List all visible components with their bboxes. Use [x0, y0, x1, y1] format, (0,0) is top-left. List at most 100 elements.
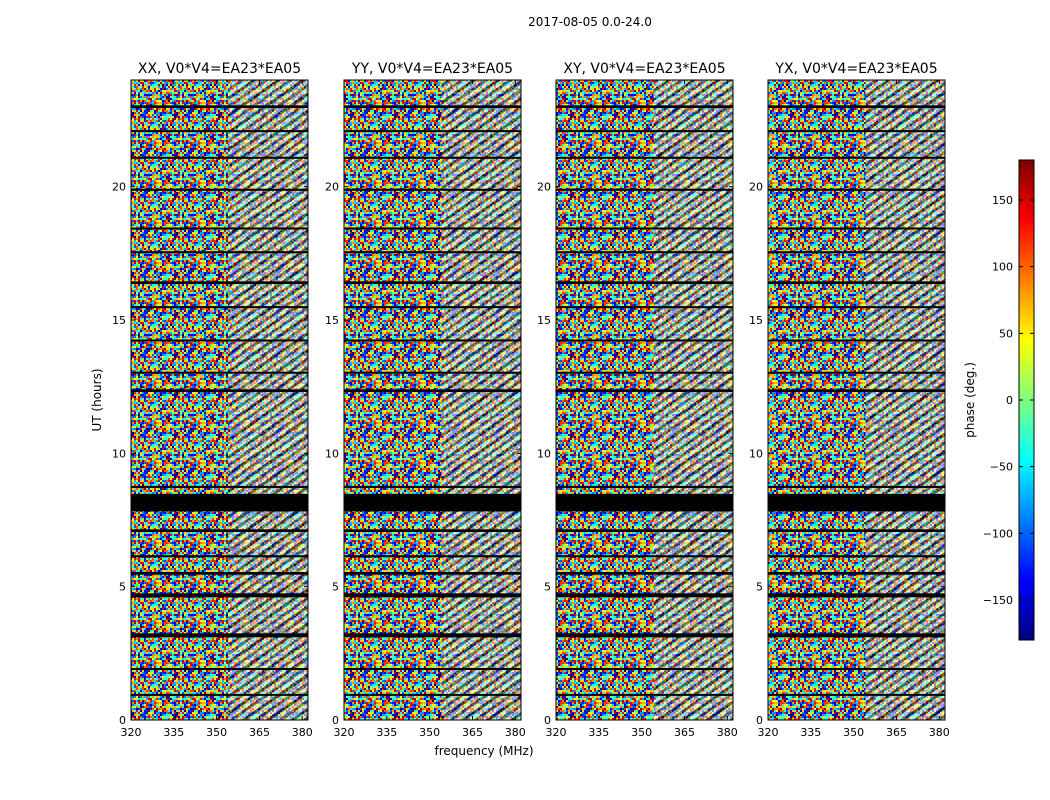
flagged-band	[344, 306, 521, 309]
flagged-band	[556, 493, 733, 512]
flagged-band	[556, 593, 733, 598]
panel: YY, V0*V4=EA23*EA05 320 335 350 365 380 0 5 10 15…	[325, 61, 526, 739]
flagged-band	[131, 572, 308, 575]
flagged-band	[556, 105, 733, 108]
colorbar: −150 −100 −50 0 50 100 150	[983, 159, 1035, 641]
flagged-band	[131, 371, 308, 374]
flagged-band	[131, 493, 308, 512]
flagged-band	[131, 339, 308, 342]
panel-title: YX, V0*V4=EA23*EA05	[774, 61, 937, 77]
x-tick-label: 320	[758, 726, 779, 739]
flagged-band	[131, 105, 308, 108]
y-axis-label: UT (hours)	[90, 368, 104, 431]
y-tick-label: 5	[332, 581, 339, 594]
x-tick-label: 350	[419, 726, 440, 739]
panel: XY, V0*V4=EA23*EA05 320 335 350 365 380 0 5 10 15…	[537, 61, 738, 739]
flagged-band	[768, 389, 945, 392]
flagged-band	[768, 493, 945, 512]
y-tick-label: 5	[544, 581, 551, 594]
flagged-band	[768, 281, 945, 284]
flagged-band	[344, 339, 521, 342]
x-tick-label: 350	[206, 726, 227, 739]
flagged-band	[344, 593, 521, 598]
flagged-band	[768, 188, 945, 191]
flagged-band	[131, 529, 308, 532]
y-tick-label: 20	[325, 181, 339, 194]
flagged-band	[131, 306, 308, 309]
flagged-band	[344, 668, 521, 670]
flagged-band	[131, 633, 308, 638]
flagged-band	[768, 251, 945, 254]
x-tick-label: 350	[631, 726, 652, 739]
flagged-band	[344, 130, 521, 133]
flagged-band	[556, 188, 733, 191]
flagged-band	[556, 339, 733, 342]
flagged-band	[768, 339, 945, 342]
y-tick-label: 20	[537, 181, 551, 194]
flagged-band	[768, 529, 945, 532]
flagged-band	[768, 156, 945, 159]
flagged-band	[556, 572, 733, 575]
flagged-band	[344, 188, 521, 191]
panel-title: XY, V0*V4=EA23*EA05	[563, 61, 725, 77]
flagged-band	[556, 529, 733, 532]
flagged-band	[768, 555, 945, 558]
flagged-band	[556, 668, 733, 670]
flagged-band	[131, 156, 308, 159]
flagged-band	[131, 555, 308, 558]
y-tick-label: 10	[325, 447, 339, 460]
flagged-band	[344, 529, 521, 532]
flagged-band	[768, 105, 945, 108]
x-tick-label: 335	[376, 726, 397, 739]
x-tick-label: 365	[462, 726, 483, 739]
colorbar-label: phase (deg.)	[963, 362, 977, 438]
flagged-band	[768, 668, 945, 670]
flagged-band	[556, 693, 733, 696]
y-tick-label: 20	[749, 181, 763, 194]
y-tick-label: 0	[332, 714, 339, 727]
flagged-band	[131, 485, 308, 488]
flagged-band	[131, 130, 308, 133]
panel-title: YY, V0*V4=EA23*EA05	[351, 61, 513, 77]
colorbar-tick-label: 150	[992, 194, 1013, 207]
flagged-band	[768, 306, 945, 309]
flagged-band	[131, 188, 308, 191]
colorbar-tick-label: 50	[999, 327, 1013, 340]
flagged-band	[556, 306, 733, 309]
flagged-band	[344, 572, 521, 575]
panel: YX, V0*V4=EA23*EA05 320 335 350 365 380 0 5 10 15…	[749, 61, 950, 739]
flagged-band	[768, 593, 945, 598]
y-tick-label: 10	[537, 447, 551, 460]
flagged-band	[344, 371, 521, 374]
x-tick-label: 365	[249, 726, 270, 739]
flagged-band	[556, 156, 733, 159]
flagged-band	[556, 485, 733, 488]
y-tick-label: 15	[749, 314, 763, 327]
flagged-band	[556, 555, 733, 558]
flagged-band	[768, 572, 945, 575]
flagged-band	[344, 485, 521, 488]
flagged-band	[556, 281, 733, 284]
flagged-band	[344, 493, 521, 512]
flagged-band	[556, 389, 733, 392]
y-tick-label: 20	[112, 181, 126, 194]
panel: XX, V0*V4=EA23*EA05 320 335 350 365 380 0 5 10 15…	[112, 61, 313, 739]
x-tick-label: 365	[886, 726, 907, 739]
flagged-band	[344, 633, 521, 638]
x-tick-label: 320	[121, 726, 142, 739]
flagged-band	[344, 105, 521, 108]
x-axis-label: frequency (MHz)	[434, 744, 533, 758]
y-tick-label: 5	[119, 581, 126, 594]
x-tick-label: 335	[163, 726, 184, 739]
x-tick-label: 335	[588, 726, 609, 739]
phase-panels: XX, V0*V4=EA23*EA05 320 335 350 365 380 0 5 10 15…	[112, 61, 950, 739]
y-tick-label: 10	[749, 447, 763, 460]
x-tick-label: 320	[334, 726, 355, 739]
panel-title: XX, V0*V4=EA23*EA05	[138, 61, 301, 77]
flagged-band	[768, 485, 945, 488]
y-tick-label: 15	[325, 314, 339, 327]
fringe-region	[441, 80, 521, 720]
x-tick-label: 380	[505, 726, 526, 739]
flagged-band	[768, 227, 945, 230]
flagged-band	[131, 251, 308, 254]
